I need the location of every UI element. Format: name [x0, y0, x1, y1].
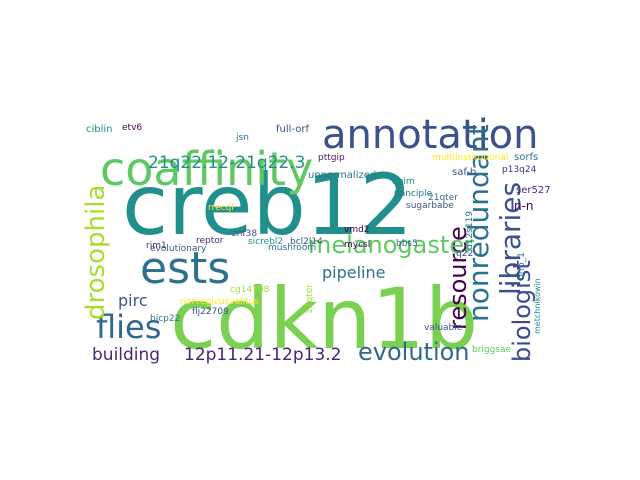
cloud-word: sicrebl2: [248, 237, 283, 247]
cloud-word: flies: [96, 308, 161, 346]
cloud-word: norvegicusvalitus: [180, 297, 259, 307]
cloud-word: mycsl: [344, 240, 370, 250]
cloud-word: 21q22.12-21q22.3: [148, 153, 306, 173]
cloud-word: full-orf: [276, 124, 309, 135]
cloud-word: drosophila: [81, 185, 111, 320]
cloud-word: saf-b: [452, 167, 476, 178]
cloud-word: jsn: [235, 133, 249, 143]
cloud-word: libraries: [494, 182, 527, 295]
cloud-word: evolution: [358, 338, 470, 366]
cloud-word: q22: [456, 249, 473, 259]
cloud-word: 21qter: [428, 193, 458, 203]
cloud-word: pttgip: [318, 153, 345, 163]
cloud-word: resource: [444, 226, 472, 330]
cloud-word: ser527: [516, 185, 551, 196]
cloud-word: mushroom: [268, 243, 316, 253]
cloud-word: vmd2: [344, 225, 370, 235]
cloud-word: biologist: [508, 260, 536, 362]
cloud-word: metchnikowin: [533, 278, 542, 334]
cloud-word: pipeline: [322, 263, 385, 282]
cloud-word: ests: [140, 243, 230, 294]
cloud-word: evolutionary: [150, 244, 207, 254]
cloud-word: pirc: [118, 291, 148, 310]
cloud-word: bbs5: [396, 239, 418, 249]
cloud-word: sorfs: [514, 152, 538, 163]
cloud-word: melanogaster: [308, 231, 474, 259]
cloud-word: building: [92, 345, 160, 365]
cloud-word: coaffinity: [100, 142, 313, 196]
cloud-word: bcl2l14: [290, 237, 323, 247]
cloud-word: unnormalized: [308, 170, 376, 181]
cloud-word: creb12: [122, 156, 413, 254]
cloud-word: p13q24: [502, 165, 537, 175]
cloud-word: bicp22: [150, 314, 180, 324]
cloud-word: n-n: [514, 199, 534, 213]
cloud-word: ciblin: [86, 124, 113, 135]
cloud-word: d12s119: [465, 211, 475, 250]
cloud-word: briggsae: [472, 345, 512, 355]
cloud-word: znf38: [232, 229, 257, 239]
cloud-word: nonredundant: [462, 124, 495, 322]
cloud-word: sugarbabe: [406, 201, 454, 211]
cloud-word: panciple: [394, 189, 433, 199]
cloud-word: rim1: [146, 241, 167, 251]
cloud-word: flj22709: [192, 307, 229, 317]
cloud-word: cdkn1b: [170, 270, 478, 368]
cloud-word: cg14708: [230, 285, 270, 295]
cloud-word: dpim: [392, 177, 415, 187]
cloud-word: valuable: [424, 323, 463, 333]
cloud-word: 12p11.21-12p13.2: [184, 345, 342, 365]
cloud-word: reptor: [196, 236, 224, 246]
cloud-word: brip_1: [517, 252, 527, 280]
cloud-word: etv6: [122, 123, 142, 133]
cloud-word: rrecql: [208, 203, 234, 213]
cloud-word: annotation: [322, 112, 539, 158]
cloud-word: multiinstitutional: [432, 153, 508, 163]
cloud-word: 12qter: [305, 284, 315, 314]
